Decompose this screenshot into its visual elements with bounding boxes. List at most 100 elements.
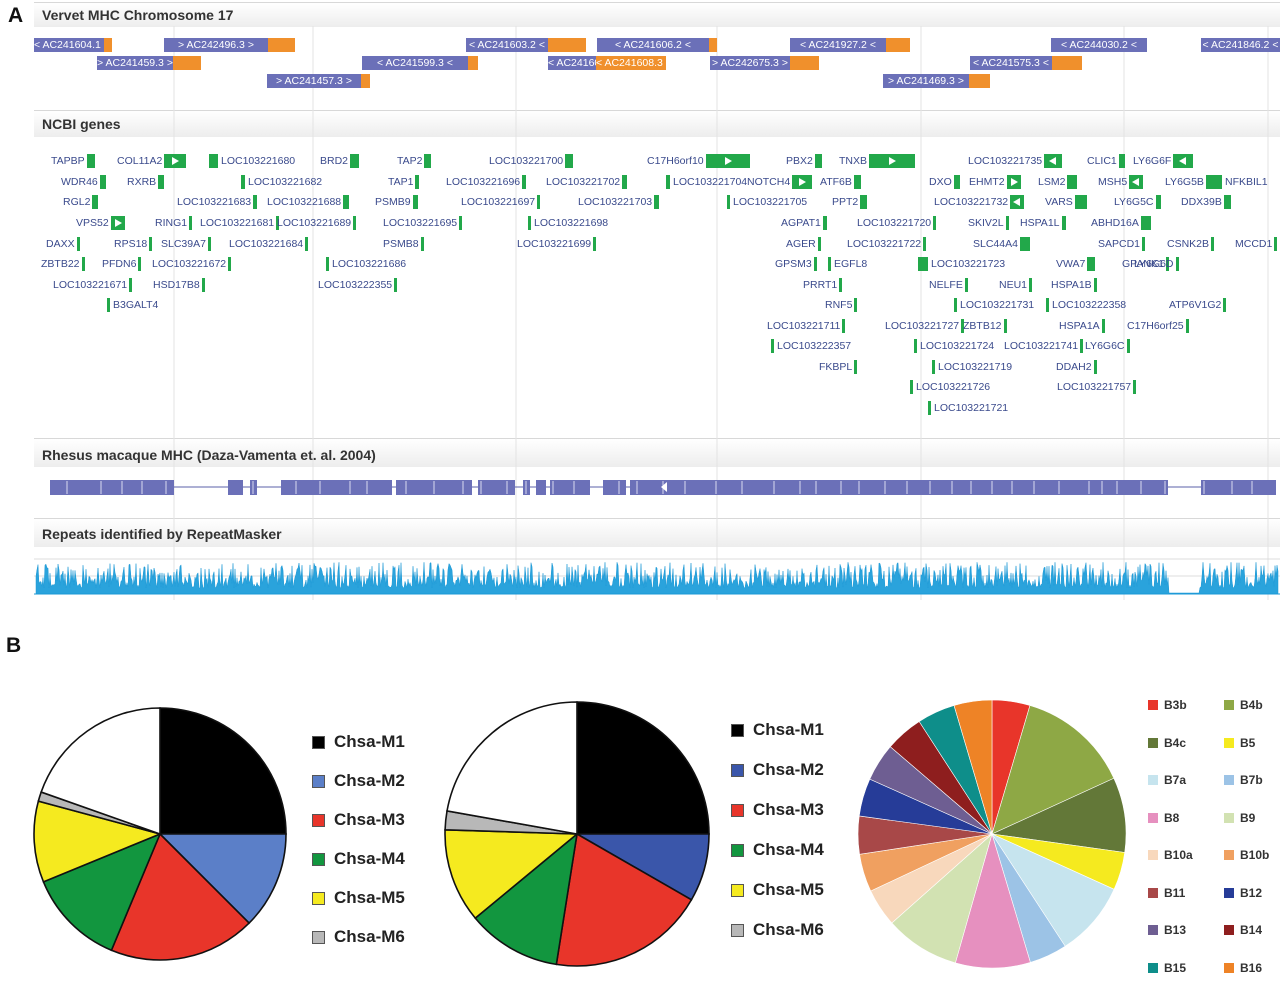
gene-atp6v1g2[interactable]: ATP6V1G2 bbox=[1169, 298, 1227, 312]
clone-3[interactable]: < AC241606.2 < bbox=[597, 38, 717, 52]
clone-8[interactable]: < AC241599.3 < bbox=[362, 56, 478, 70]
gene-egfl8[interactable]: EGFL8 bbox=[828, 257, 869, 271]
gene-tnxb[interactable]: TNXB bbox=[839, 154, 916, 168]
gene-ly6g5b[interactable]: LY6G5B bbox=[1165, 175, 1212, 189]
gene-hspa1a[interactable]: HSPA1A bbox=[1059, 319, 1105, 333]
gene-loc103221680[interactable]: LOC103221680 bbox=[209, 154, 297, 168]
gene-sapcd1[interactable]: SAPCD1 bbox=[1098, 237, 1146, 251]
gene-ly6g5c[interactable]: LY6G5C bbox=[1114, 195, 1161, 209]
clone-12[interactable]: > AC241457.3 > bbox=[267, 74, 370, 88]
gene-loc103221726[interactable]: LOC103221726 bbox=[910, 380, 992, 394]
clone-11[interactable]: < AC241575.3 < bbox=[970, 56, 1082, 70]
gene-lsm2[interactable]: LSM2 bbox=[1038, 175, 1078, 189]
gene-loc103221722[interactable]: LOC103221722 bbox=[847, 237, 927, 251]
gene-pfdn6[interactable]: PFDN6 bbox=[102, 257, 142, 271]
gene-rps18[interactable]: RPS18 bbox=[114, 237, 153, 251]
gene-loc103221727[interactable]: LOC103221727 bbox=[885, 319, 965, 333]
gene-ddah2[interactable]: DDAH2 bbox=[1056, 360, 1097, 374]
gene-hspa1l[interactable]: HSPA1L bbox=[1020, 216, 1066, 230]
gene-nelfe[interactable]: NELFE bbox=[929, 278, 968, 292]
gene-loc103221719[interactable]: LOC103221719 bbox=[932, 360, 1014, 374]
gene-ring1[interactable]: RING1 bbox=[155, 216, 193, 230]
gene-c17h6orf10[interactable]: C17H6orf10 bbox=[647, 154, 750, 168]
gene-loc103221702[interactable]: LOC103221702 bbox=[546, 175, 628, 189]
clone-4[interactable]: < AC241927.2 < bbox=[790, 38, 910, 52]
gene-loc103221683[interactable]: LOC103221683 bbox=[177, 195, 258, 209]
gene-loc103222358[interactable]: LOC103222358 bbox=[1046, 298, 1128, 312]
gene-msh5[interactable]: MSH5 bbox=[1098, 175, 1144, 189]
gene-abhd16a[interactable]: ABHD16A bbox=[1091, 216, 1151, 230]
gene-rnf5[interactable]: RNF5 bbox=[825, 298, 858, 312]
gene-tap2[interactable]: TAP2 bbox=[397, 154, 432, 168]
gene-loc103221681[interactable]: LOC103221681 bbox=[200, 216, 280, 230]
gene-loc103221695[interactable]: LOC103221695 bbox=[383, 216, 463, 230]
gene-ly6g6d[interactable]: LY6G6D bbox=[1134, 257, 1179, 271]
clone-9[interactable]: < AC241608.3 << AC241608.3 < bbox=[548, 56, 666, 70]
clone-13[interactable]: > AC241469.3 > bbox=[883, 74, 990, 88]
gene-ly6g6c[interactable]: LY6G6C bbox=[1085, 339, 1130, 353]
gene-zbtb12[interactable]: ZBTB12 bbox=[963, 319, 1007, 333]
gene-col11a2[interactable]: COL11A2 bbox=[117, 154, 187, 168]
gene-loc103221686[interactable]: LOC103221686 bbox=[326, 257, 408, 271]
gene-rxrb[interactable]: RXRB bbox=[127, 175, 165, 189]
clone-10[interactable]: > AC242675.3 > bbox=[710, 56, 819, 70]
clone-1[interactable]: > AC242496.3 > bbox=[164, 38, 295, 52]
gene-c17h6orf25[interactable]: C17H6orf25 bbox=[1127, 319, 1189, 333]
clone-7[interactable]: > AC241459.3 > bbox=[97, 56, 201, 70]
gene-loc103221732[interactable]: LOC103221732 bbox=[934, 195, 1025, 209]
gene-loc103221699[interactable]: LOC103221699 bbox=[517, 237, 597, 251]
gene-slc44a4[interactable]: SLC44A4 bbox=[973, 237, 1030, 251]
gene-loc103221684[interactable]: LOC103221684 bbox=[229, 237, 309, 251]
gene-atf6b[interactable]: ATF6B bbox=[820, 175, 861, 189]
gene-neu1[interactable]: NEU1 bbox=[999, 278, 1033, 292]
gene-vars[interactable]: VARS bbox=[1045, 195, 1087, 209]
gene-daxx[interactable]: DAXX bbox=[46, 237, 80, 251]
gene-csnk2b[interactable]: CSNK2B bbox=[1167, 237, 1215, 251]
gene-rgl2[interactable]: RGL2 bbox=[63, 195, 99, 209]
gene-clic1[interactable]: CLIC1 bbox=[1087, 154, 1125, 168]
gene-loc103221703[interactable]: LOC103221703 bbox=[578, 195, 660, 209]
clone-6[interactable]: < AC241846.2 < bbox=[1201, 38, 1280, 52]
gene-ager[interactable]: AGER bbox=[786, 237, 821, 251]
gene-loc103221696[interactable]: LOC103221696 bbox=[446, 175, 527, 189]
gene-vps52[interactable]: VPS52 bbox=[76, 216, 125, 230]
gene-pbx2[interactable]: PBX2 bbox=[786, 154, 822, 168]
gene-ly6g6f[interactable]: LY6G6F bbox=[1133, 154, 1194, 168]
gene-vwa7[interactable]: VWA7 bbox=[1056, 257, 1096, 271]
gene-loc103221711[interactable]: LOC103221711 bbox=[767, 319, 846, 333]
gene-hsd17b8[interactable]: HSD17B8 bbox=[153, 278, 205, 292]
clone-5[interactable]: < AC244030.2 < bbox=[1051, 38, 1147, 52]
gene-dxo[interactable]: DXO bbox=[929, 175, 960, 189]
gene-nfkbil1[interactable]: NFKBIL1 bbox=[1210, 175, 1270, 189]
gene-loc103221697[interactable]: LOC103221697 bbox=[461, 195, 541, 209]
gene-loc103221700[interactable]: LOC103221700 bbox=[489, 154, 574, 168]
gene-agpat1[interactable]: AGPAT1 bbox=[781, 216, 827, 230]
gene-loc103221757[interactable]: LOC103221757 bbox=[1057, 380, 1137, 394]
gene-loc103221723[interactable]: LOC103221723 bbox=[918, 257, 1007, 271]
gene-mccd1[interactable]: MCCD1 bbox=[1235, 237, 1278, 251]
gene-loc103221698[interactable]: LOC103221698 bbox=[528, 216, 610, 230]
gene-loc103221704[interactable]: LOC103221704 bbox=[666, 175, 749, 189]
gene-loc103221672[interactable]: LOC103221672 bbox=[152, 257, 232, 271]
gene-loc103221741[interactable]: LOC103221741 bbox=[1004, 339, 1084, 353]
gene-wdr46[interactable]: WDR46 bbox=[61, 175, 106, 189]
gene-psmb8[interactable]: PSMB8 bbox=[383, 237, 424, 251]
gene-loc103221720[interactable]: LOC103221720 bbox=[857, 216, 937, 230]
gene-notch4[interactable]: NOTCH4 bbox=[747, 175, 813, 189]
gene-loc103221682[interactable]: LOC103221682 bbox=[241, 175, 324, 189]
gene-gpank1[interactable]: GPANK1 bbox=[1122, 257, 1169, 271]
gene-loc103221671[interactable]: LOC103221671 bbox=[53, 278, 133, 292]
gene-prrt1[interactable]: PRRT1 bbox=[803, 278, 843, 292]
gene-fkbpl[interactable]: FKBPL bbox=[819, 360, 858, 374]
gene-ddx39b[interactable]: DDX39B bbox=[1181, 195, 1231, 209]
gene-brd2[interactable]: BRD2 bbox=[320, 154, 360, 168]
gene-loc103222357[interactable]: LOC103222357 bbox=[771, 339, 853, 353]
gene-ehmt2[interactable]: EHMT2 bbox=[969, 175, 1021, 189]
gene-loc103221721[interactable]: LOC103221721 bbox=[928, 401, 1010, 415]
gene-loc103221724[interactable]: LOC103221724 bbox=[914, 339, 996, 353]
gene-skiv2l[interactable]: SKIV2L bbox=[968, 216, 1009, 230]
clone-2[interactable]: < AC241603.2 < bbox=[466, 38, 586, 52]
gene-loc103222355[interactable]: LOC103222355 bbox=[318, 278, 398, 292]
gene-zbtb22[interactable]: ZBTB22 bbox=[41, 257, 85, 271]
gene-gpsm3[interactable]: GPSM3 bbox=[775, 257, 817, 271]
